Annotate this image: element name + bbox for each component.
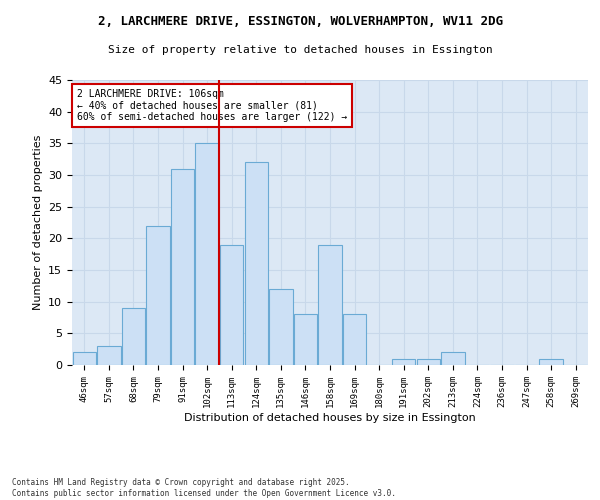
Text: 2 LARCHMERE DRIVE: 106sqm
← 40% of detached houses are smaller (81)
60% of semi-: 2 LARCHMERE DRIVE: 106sqm ← 40% of detac… xyxy=(77,88,347,122)
Bar xyxy=(73,352,96,365)
Bar xyxy=(441,352,464,365)
Bar xyxy=(343,314,366,365)
Bar xyxy=(220,244,244,365)
Y-axis label: Number of detached properties: Number of detached properties xyxy=(32,135,43,310)
Bar xyxy=(171,168,194,365)
Bar xyxy=(294,314,317,365)
Bar xyxy=(245,162,268,365)
Bar xyxy=(196,144,219,365)
Bar xyxy=(146,226,170,365)
Text: Contains HM Land Registry data © Crown copyright and database right 2025.
Contai: Contains HM Land Registry data © Crown c… xyxy=(12,478,396,498)
X-axis label: Distribution of detached houses by size in Essington: Distribution of detached houses by size … xyxy=(184,412,476,422)
Bar xyxy=(319,244,341,365)
Text: 2, LARCHMERE DRIVE, ESSINGTON, WOLVERHAMPTON, WV11 2DG: 2, LARCHMERE DRIVE, ESSINGTON, WOLVERHAM… xyxy=(97,15,503,28)
Bar xyxy=(539,358,563,365)
Bar xyxy=(97,346,121,365)
Text: Size of property relative to detached houses in Essington: Size of property relative to detached ho… xyxy=(107,45,493,55)
Bar xyxy=(416,358,440,365)
Bar xyxy=(269,289,293,365)
Bar xyxy=(122,308,145,365)
Bar xyxy=(392,358,415,365)
